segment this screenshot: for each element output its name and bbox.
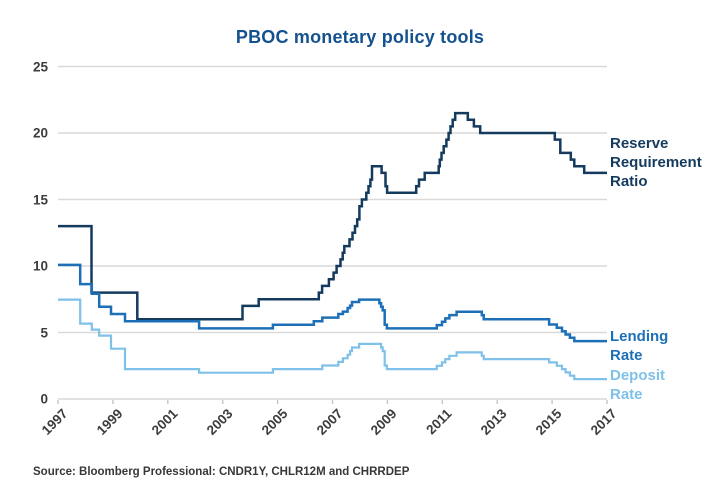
series-line-reserve-requirement-ratio — [58, 111, 607, 321]
y-axis-label-10: 10 — [32, 258, 48, 274]
y-axis-label-0: 0 — [40, 391, 48, 407]
series-label-reserve-requirement-ratio: Reserve Requirement Ratio — [610, 135, 702, 190]
series-line-deposit-rate — [58, 298, 607, 381]
y-axis-label-15: 15 — [32, 192, 48, 207]
source-note: Source: Bloomberg Professional: CNDR1Y, … — [33, 466, 410, 478]
chart-title: PBOC monetary policy tools — [235, 27, 485, 47]
y-axis-label-20: 20 — [32, 125, 48, 141]
series-label-lending-rate: Lending Rate — [610, 328, 669, 364]
y-axis-label-5: 5 — [40, 325, 48, 340]
series-line-lending-rate — [58, 263, 607, 343]
series-label-deposit-rate: Deposit Rate — [610, 367, 666, 403]
y-axis-label-25: 25 — [32, 59, 48, 74]
